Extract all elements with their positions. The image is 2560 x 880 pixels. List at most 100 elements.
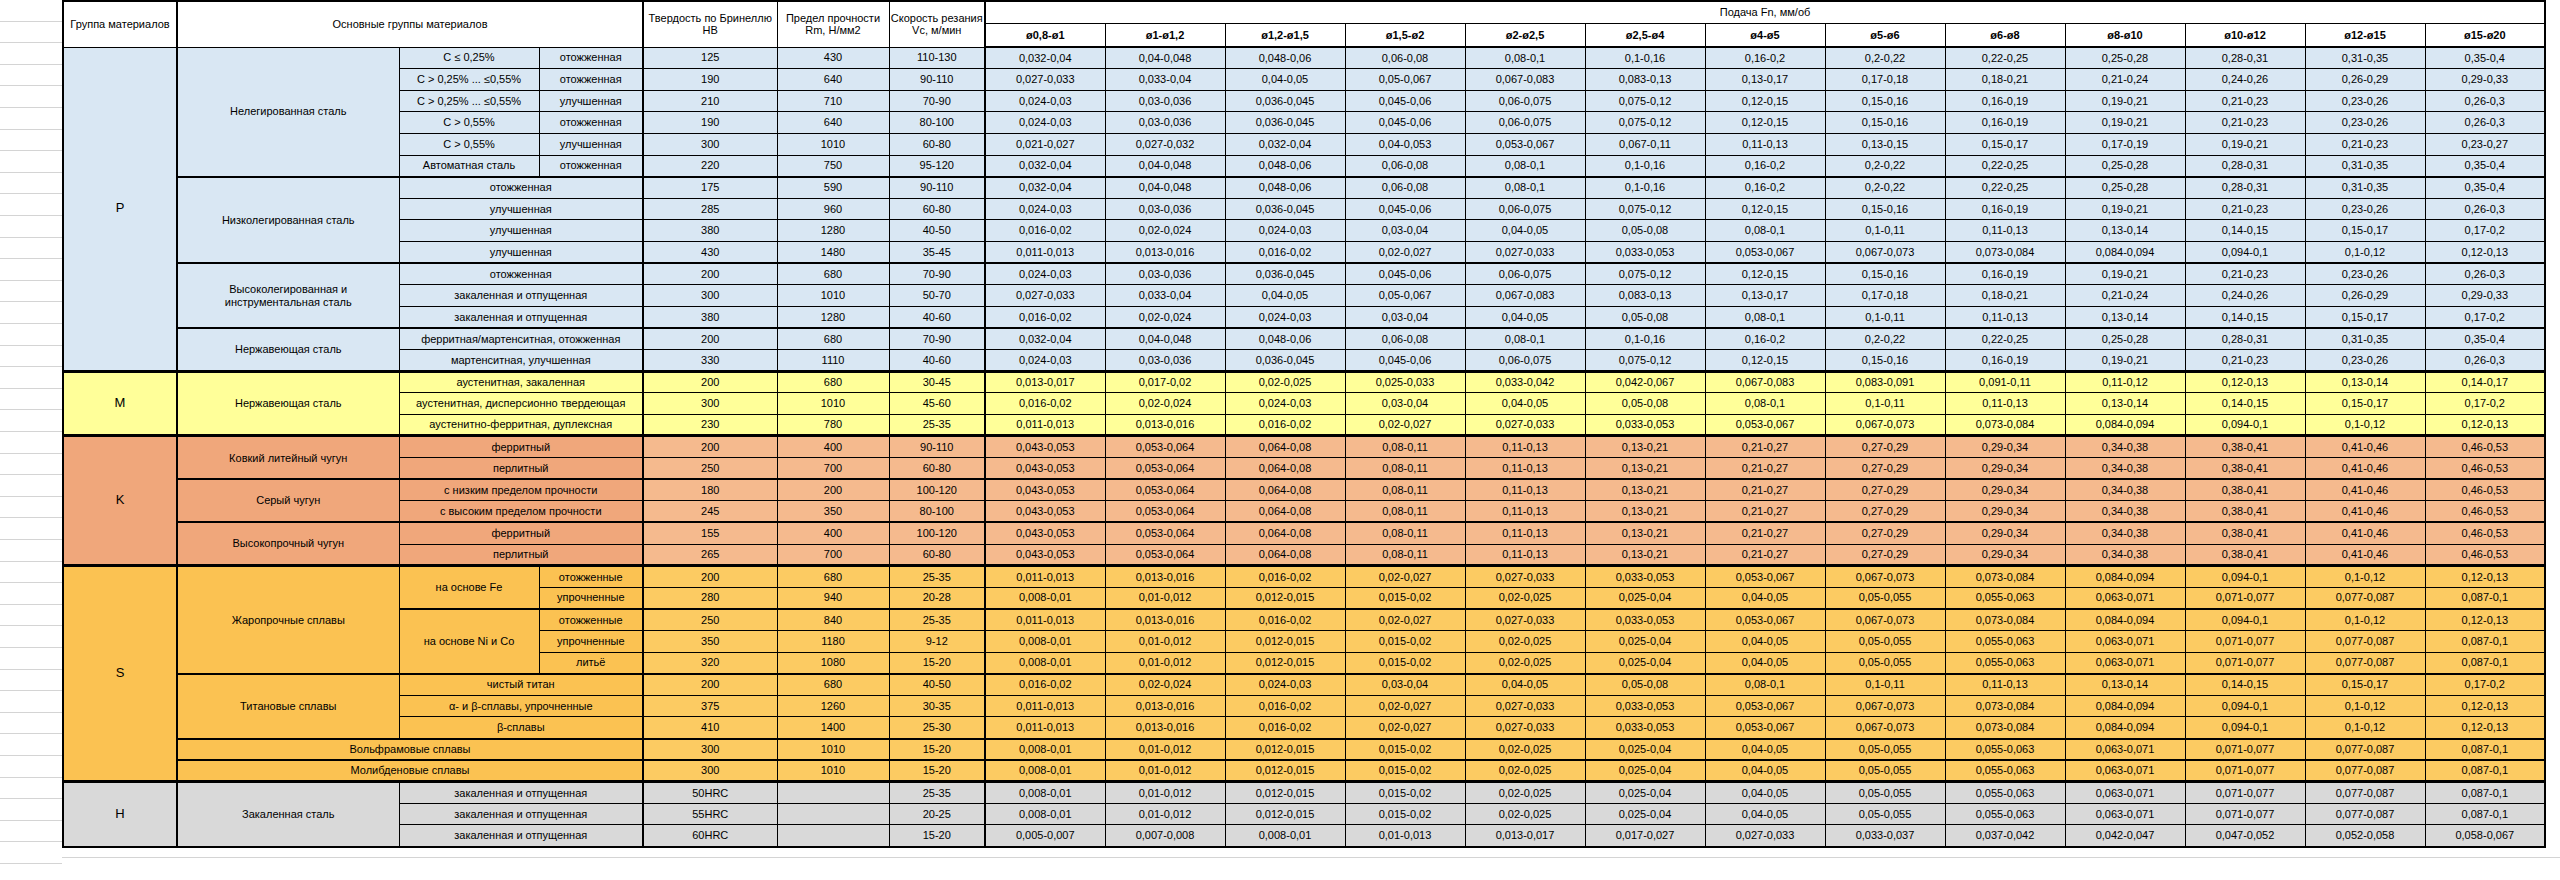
cell-feed[interactable]: 0,1-0,11: [1825, 306, 1945, 328]
cell-feed[interactable]: 0,063-0,071: [2065, 760, 2185, 782]
cell-state[interactable]: закаленная и отпущенная: [399, 782, 643, 804]
cell-feed[interactable]: 0,027-0,033: [1465, 566, 1585, 588]
cell-state[interactable]: C > 0,55%: [399, 112, 539, 134]
cell-feed[interactable]: 0,16-0,2: [1705, 328, 1825, 350]
cell-feed[interactable]: 0,025-0,04: [1585, 587, 1705, 609]
cell-strength[interactable]: 680: [777, 674, 889, 696]
cell-feed[interactable]: 0,064-0,08: [1225, 501, 1345, 523]
cell-hardness[interactable]: 200: [643, 328, 777, 350]
cell-material[interactable]: Нелегированная сталь: [177, 47, 399, 177]
cell-feed[interactable]: 0,008-0,01: [985, 803, 1105, 825]
cell-speed[interactable]: 25-35: [889, 609, 985, 631]
cell-feed[interactable]: 0,025-0,04: [1585, 652, 1705, 674]
header-diameter-range[interactable]: ø2,5-ø4: [1585, 24, 1705, 48]
cell-speed[interactable]: 40-60: [889, 306, 985, 328]
cell-feed[interactable]: 0,41-0,46: [2305, 436, 2425, 458]
cell-state[interactable]: β-сплавы: [399, 717, 643, 739]
cell-feed[interactable]: 0,02-0,024: [1105, 393, 1225, 415]
cell-speed[interactable]: 9-12: [889, 630, 985, 652]
cell-feed[interactable]: 0,024-0,03: [985, 198, 1105, 220]
cell-feed[interactable]: 0,31-0,35: [2305, 177, 2425, 199]
cell-feed[interactable]: 0,016-0,02: [1225, 566, 1345, 588]
cell-feed[interactable]: 0,067-0,11: [1585, 133, 1705, 155]
cell-feed[interactable]: 0,012-0,015: [1225, 630, 1345, 652]
cell-feed[interactable]: 0,024-0,03: [1225, 674, 1345, 696]
cell-feed[interactable]: 0,043-0,053: [985, 522, 1105, 544]
cell-feed[interactable]: 0,067-0,073: [1825, 609, 1945, 631]
cell-strength[interactable]: 700: [777, 544, 889, 566]
cell-feed[interactable]: 0,02-0,024: [1105, 220, 1225, 242]
cell-feed[interactable]: 0,1-0,16: [1585, 155, 1705, 177]
cell-feed[interactable]: 0,04-0,048: [1105, 328, 1225, 350]
cell-feed[interactable]: 0,08-0,11: [1345, 479, 1465, 501]
cell-group-letter[interactable]: M: [63, 371, 177, 436]
cell-feed[interactable]: 0,38-0,41: [2185, 522, 2305, 544]
cell-feed[interactable]: 0,055-0,063: [1945, 782, 2065, 804]
cell-speed[interactable]: 60-80: [889, 198, 985, 220]
cell-feed[interactable]: 0,04-0,05: [1225, 69, 1345, 91]
cell-hardness[interactable]: 55HRC: [643, 803, 777, 825]
cell-feed[interactable]: 0,053-0,064: [1105, 544, 1225, 566]
cell-strength[interactable]: 1260: [777, 695, 889, 717]
cell-feed[interactable]: 0,033-0,042: [1465, 371, 1585, 393]
cell-feed[interactable]: 0,053-0,064: [1105, 436, 1225, 458]
cell-strength[interactable]: 940: [777, 587, 889, 609]
cell-feed[interactable]: 0,15-0,17: [2305, 393, 2425, 415]
cell-feed[interactable]: 0,016-0,02: [1225, 414, 1345, 436]
cell-state[interactable]: отожженные: [539, 566, 643, 588]
cell-feed[interactable]: 0,35-0,4: [2425, 328, 2545, 350]
cell-feed[interactable]: 0,11-0,13: [1945, 393, 2065, 415]
cell-feed[interactable]: 0,41-0,46: [2305, 544, 2425, 566]
cell-strength[interactable]: [777, 825, 889, 847]
cell-feed[interactable]: 0,02-0,025: [1465, 760, 1585, 782]
cell-feed[interactable]: 0,13-0,14: [2305, 371, 2425, 393]
cell-feed[interactable]: 0,17-0,2: [2425, 674, 2545, 696]
cell-strength[interactable]: 960: [777, 198, 889, 220]
cell-feed[interactable]: 0,094-0,1: [2185, 414, 2305, 436]
cell-state[interactable]: улучшенная: [539, 133, 643, 155]
cell-hardness[interactable]: 300: [643, 285, 777, 307]
cell-feed[interactable]: 0,16-0,2: [1705, 155, 1825, 177]
header-diameter-range[interactable]: ø4-ø5: [1705, 24, 1825, 48]
cell-hardness[interactable]: 200: [643, 566, 777, 588]
cell-feed[interactable]: 0,071-0,077: [2185, 782, 2305, 804]
cell-strength[interactable]: 840: [777, 609, 889, 631]
cell-speed[interactable]: 40-60: [889, 350, 985, 372]
cell-feed[interactable]: 0,015-0,02: [1345, 652, 1465, 674]
cell-feed[interactable]: 0,011-0,013: [985, 241, 1105, 263]
cell-feed[interactable]: 0,094-0,1: [2185, 609, 2305, 631]
cell-feed[interactable]: 0,015-0,02: [1345, 587, 1465, 609]
cell-feed[interactable]: 0,011-0,013: [985, 566, 1105, 588]
cell-feed[interactable]: 0,13-0,14: [2065, 220, 2185, 242]
cell-feed[interactable]: 0,01-0,012: [1105, 760, 1225, 782]
cell-feed[interactable]: 0,41-0,46: [2305, 479, 2425, 501]
cell-feed[interactable]: 0,11-0,13: [1945, 306, 2065, 328]
cell-state[interactable]: Молибденовые сплавы: [177, 760, 643, 782]
cell-feed[interactable]: 0,02-0,025: [1465, 587, 1585, 609]
cell-strength[interactable]: 1010: [777, 133, 889, 155]
cell-feed[interactable]: 0,012-0,015: [1225, 782, 1345, 804]
cell-speed[interactable]: 70-90: [889, 90, 985, 112]
cell-strength[interactable]: 700: [777, 458, 889, 480]
cell-feed[interactable]: 0,077-0,087: [2305, 782, 2425, 804]
cell-feed[interactable]: 0,46-0,53: [2425, 458, 2545, 480]
cell-feed[interactable]: 0,1-0,16: [1585, 328, 1705, 350]
cell-feed[interactable]: 0,03-0,04: [1345, 674, 1465, 696]
cell-feed[interactable]: 0,063-0,071: [2065, 587, 2185, 609]
cell-feed[interactable]: 0,024-0,03: [1225, 306, 1345, 328]
cell-hardness[interactable]: 50HRC: [643, 782, 777, 804]
cell-feed[interactable]: 0,043-0,053: [985, 436, 1105, 458]
cell-feed[interactable]: 0,06-0,075: [1465, 198, 1585, 220]
cell-feed[interactable]: 0,024-0,03: [1225, 393, 1345, 415]
cell-feed[interactable]: 0,26-0,29: [2305, 285, 2425, 307]
cell-speed[interactable]: 15-20: [889, 760, 985, 782]
cell-material[interactable]: Нержавеющая сталь: [177, 328, 399, 371]
cell-feed[interactable]: 0,03-0,036: [1105, 263, 1225, 285]
cell-feed[interactable]: 0,04-0,048: [1105, 155, 1225, 177]
cell-feed[interactable]: 0,21-0,24: [2065, 285, 2185, 307]
cell-material[interactable]: на основе Ni и Co: [399, 609, 539, 674]
cell-feed[interactable]: 0,032-0,04: [985, 177, 1105, 199]
cell-feed[interactable]: 0,05-0,055: [1825, 782, 1945, 804]
cell-feed[interactable]: 0,048-0,06: [1225, 328, 1345, 350]
cell-feed[interactable]: 0,13-0,14: [2065, 306, 2185, 328]
